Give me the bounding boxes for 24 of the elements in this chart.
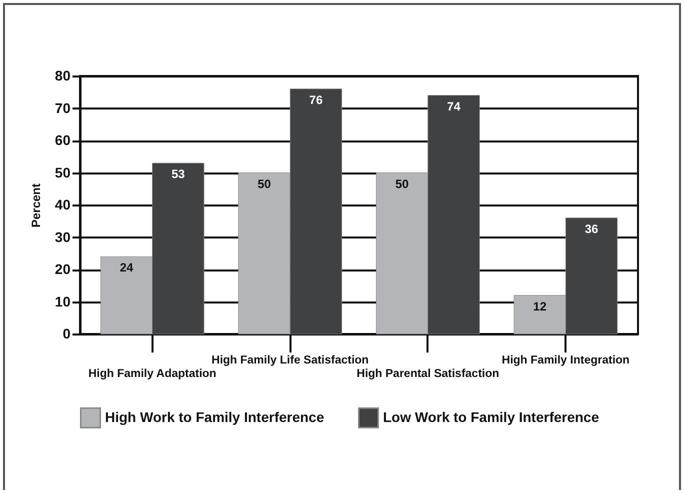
data-label: 12: [533, 299, 547, 314]
y-tick-label: 10: [54, 293, 71, 310]
y-tick-label: 70: [54, 100, 71, 116]
data-label: 53: [171, 167, 186, 182]
y-tick-label: 30: [54, 228, 71, 245]
data-label: 36: [584, 222, 598, 236]
y-tick-label: 50: [54, 164, 71, 180]
data-label: 50: [258, 176, 272, 191]
legend-label: Low Work to Family Interference: [383, 408, 600, 425]
x-tick-label: High Family Life Satisfaction: [212, 354, 369, 366]
y-tick-label: 0: [62, 326, 71, 342]
x-tick-label: High Parental Satisfaction: [356, 368, 500, 380]
data-label: 76: [309, 92, 323, 107]
data-label: 74: [447, 99, 461, 114]
data-label: 50: [395, 176, 410, 191]
x-tick-label: High Family Integration: [502, 354, 630, 366]
x-tick-label: High Family Adaptation: [88, 368, 216, 380]
y-tick-label: 80: [54, 68, 71, 84]
y-tick-label: 40: [54, 196, 71, 212]
y-axis-title: Percent: [28, 183, 43, 228]
y-tick-label: 20: [54, 261, 71, 277]
data-label: 24: [120, 260, 134, 275]
legend-label: High Work to Family Interference: [105, 408, 324, 425]
y-tick-label: 60: [54, 132, 71, 148]
